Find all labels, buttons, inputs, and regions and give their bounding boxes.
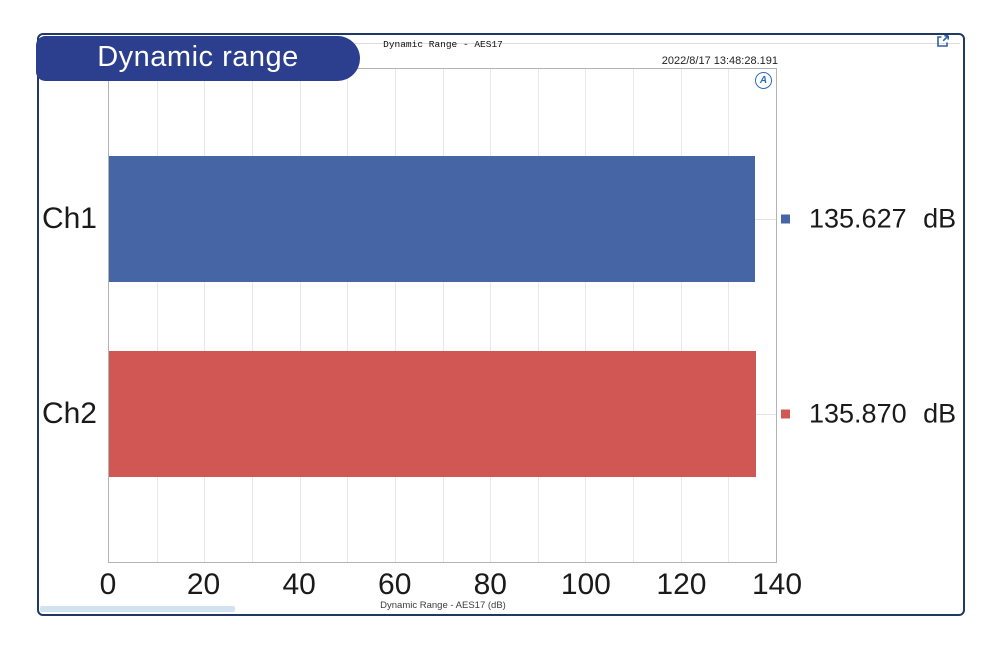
- vertical-gridline: [680, 69, 682, 562]
- x-axis-title: Dynamic Range - AES17 (dB): [380, 600, 506, 611]
- badge-label: Dynamic range: [97, 40, 299, 73]
- category-label-ch2: Ch2: [41, 397, 97, 430]
- vertical-gridline: [204, 69, 206, 562]
- value-label-ch1: 135.627 dB: [809, 203, 957, 234]
- vertical-gridline: [633, 69, 635, 562]
- ap-logo-letter: A: [759, 74, 768, 86]
- x-tick-label: 120: [656, 568, 707, 601]
- vertical-gridline: [537, 69, 539, 562]
- value-label-ch2: 135.870 dB: [809, 398, 957, 429]
- x-tick-label: 100: [560, 568, 611, 601]
- chart-plot-area: A Ch1 135.627 dB Ch2 135.870 dB: [42, 68, 956, 563]
- dynamic-range-badge: Dynamic range: [36, 36, 360, 81]
- x-tick-label: 0: [99, 568, 117, 601]
- vertical-gridline: [585, 69, 587, 562]
- x-tick-label: 60: [378, 568, 412, 601]
- bar-row-ch2: Ch2 135.870 dB: [42, 351, 956, 477]
- window-title: Dynamic Range - AES17: [383, 39, 503, 50]
- category-label-ch1: Ch1: [41, 202, 97, 235]
- open-external-icon[interactable]: [936, 34, 950, 48]
- watermark-artifact: [40, 606, 235, 612]
- timestamp: 2022/8/17 13:48:28.191: [661, 55, 778, 67]
- vertical-gridline: [347, 69, 349, 562]
- vertical-gridline: [299, 69, 301, 562]
- bar-ch1[interactable]: [109, 156, 756, 282]
- x-tick-label: 40: [282, 568, 316, 601]
- vertical-gridline: [442, 69, 444, 562]
- x-tick-label: 20: [186, 568, 221, 601]
- vertical-gridline: [490, 69, 492, 562]
- vertical-gridline: [728, 69, 730, 562]
- x-tick-label: 80: [473, 568, 507, 601]
- bar-row-ch1: Ch1 135.627 dB: [42, 156, 956, 282]
- vertical-gridline: [394, 69, 396, 562]
- vertical-gridline: [156, 69, 158, 562]
- value-marker-ch2: [781, 409, 790, 419]
- x-tick-label: 140: [751, 568, 803, 601]
- vertical-gridline: [251, 69, 253, 562]
- value-marker-ch1: [781, 214, 790, 224]
- ap-logo-icon: A: [755, 72, 772, 89]
- bar-ch2[interactable]: [109, 351, 757, 477]
- titlebar-divider: [40, 43, 960, 44]
